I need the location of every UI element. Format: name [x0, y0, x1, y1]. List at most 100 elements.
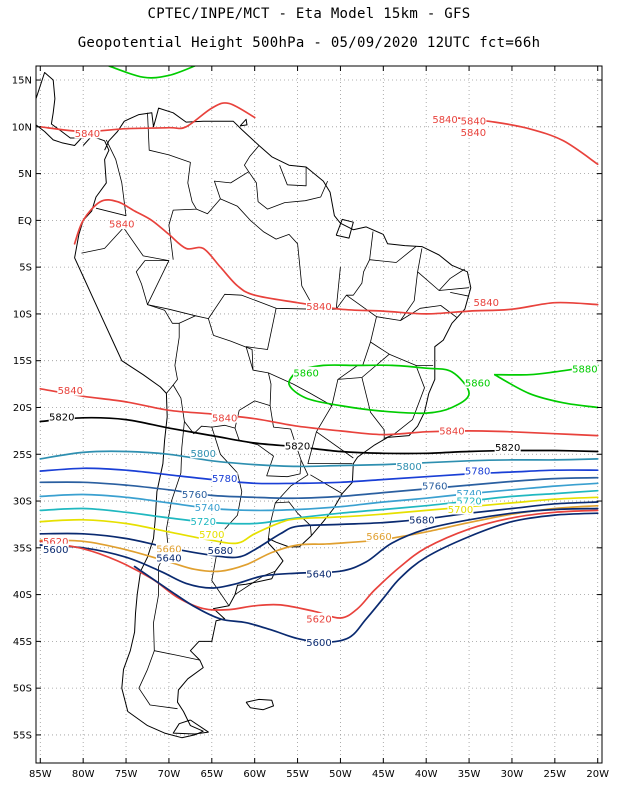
label-backing	[190, 447, 217, 459]
country-border	[147, 112, 197, 260]
country-border	[439, 287, 470, 291]
label-backing	[571, 363, 598, 375]
lon-tick-label: 35W	[458, 769, 481, 780]
contour-label-5840: 5840	[74, 127, 101, 140]
contour-label-5640: 5640	[155, 552, 182, 565]
contour-label-text: 5740	[456, 489, 481, 500]
label-backing	[306, 636, 332, 648]
contour-label-5780: 5780	[211, 472, 238, 485]
label-backing	[211, 411, 238, 423]
country-border	[220, 198, 316, 310]
country-border	[279, 165, 307, 187]
lat-tick-label: 10N	[12, 122, 32, 133]
contour-label-5600: 5600	[306, 636, 332, 649]
lon-tick-label: 65W	[200, 769, 223, 780]
contour-label-text: 5820	[49, 412, 74, 423]
contour-label-5840: 5840	[57, 384, 84, 397]
grid-lines	[36, 66, 602, 763]
contour-5600	[133, 512, 599, 644]
country-border	[245, 308, 277, 371]
lon-tick-label: 50W	[329, 769, 352, 780]
contour-5700	[39, 496, 599, 545]
label-backing	[366, 530, 393, 542]
lon-tick-label: 20W	[586, 769, 609, 780]
country-border	[370, 341, 434, 366]
contour-label-text: 5840	[306, 302, 331, 313]
country-border	[244, 145, 260, 172]
country-border	[135, 260, 196, 317]
contour-label-text: 5840	[461, 128, 486, 139]
contour-label-text: 5620	[306, 614, 331, 625]
contour-label-5820: 5820	[48, 410, 75, 423]
label-backing	[432, 113, 459, 125]
contour-label-text: 5680	[208, 546, 233, 557]
contour-label-5660: 5660	[366, 530, 393, 543]
contour-label-5740: 5740	[456, 487, 483, 500]
contour-label-5680: 5680	[408, 513, 435, 526]
contour-label-5760: 5760	[181, 488, 208, 501]
contour-label-5700: 5700	[447, 503, 474, 516]
contour-label-text: 5840	[461, 117, 486, 128]
coastline	[239, 118, 248, 127]
lon-tick-label: 30W	[501, 769, 524, 780]
label-backing	[396, 460, 423, 472]
coastlines-and-borders	[36, 72, 472, 739]
label-backing	[464, 465, 491, 477]
lat-tick-label: 5S	[19, 263, 32, 274]
label-backing	[494, 441, 521, 453]
lat-tick-label: 45S	[13, 637, 32, 648]
contour-5720	[39, 489, 599, 525]
contour-label-5840: 5840	[108, 218, 135, 231]
label-backing	[306, 612, 332, 624]
contour-label-text: 5840	[109, 220, 134, 231]
label-backing	[211, 472, 238, 484]
label-backing	[42, 535, 69, 547]
contour-label-text: 5660	[156, 544, 181, 555]
contour-label-5660: 5660	[155, 542, 182, 555]
lat-tick-label: 30S	[13, 497, 32, 508]
country-border	[307, 431, 353, 464]
country-border	[384, 365, 425, 439]
contour-5640	[39, 507, 599, 589]
contour-5760	[39, 476, 599, 500]
country-border	[337, 353, 390, 380]
height-contours	[39, 66, 599, 644]
lon-tick-label: 55W	[286, 769, 309, 780]
contour-label-text: 5840	[212, 413, 237, 424]
contour-label-text: 5700	[448, 505, 473, 516]
contour-label-text: 5880	[572, 365, 597, 376]
contour-label-5880: 5880	[571, 363, 598, 376]
country-border	[211, 426, 243, 607]
label-backing	[460, 115, 487, 127]
lon-tick-label: 25W	[544, 769, 567, 780]
contour-label-text: 5840	[75, 129, 100, 140]
contour-5800	[39, 450, 599, 468]
country-border	[310, 474, 343, 494]
country-border	[450, 292, 470, 297]
contour-label-5860: 5860	[464, 377, 491, 390]
contour-label-5640: 5640	[306, 568, 332, 581]
contour-label-text: 5760	[422, 482, 447, 493]
coastline	[36, 72, 88, 146]
label-backing	[473, 296, 500, 308]
contour-label-text: 5840	[474, 298, 499, 309]
contour-label-text: 5860	[293, 368, 318, 379]
country-border	[361, 377, 385, 439]
contour-label-5780: 5780	[464, 465, 491, 478]
lat-tick-label: 50S	[13, 684, 32, 695]
country-border	[400, 305, 458, 321]
contour-5860	[288, 364, 470, 415]
contour-label-5840: 5840	[460, 126, 487, 139]
contour-5780	[39, 467, 599, 485]
contour-label-5800: 5800	[396, 460, 423, 473]
label-backing	[207, 544, 234, 556]
contour-label-5860: 5860	[293, 366, 320, 379]
country-border	[417, 268, 466, 291]
contour-label-5620: 5620	[306, 612, 332, 625]
contour-label-text: 5840	[58, 386, 83, 397]
contour-label-text: 5820	[495, 443, 520, 454]
country-border	[123, 228, 180, 394]
coastline	[335, 218, 354, 239]
contour-label-text: 5820	[285, 441, 310, 452]
